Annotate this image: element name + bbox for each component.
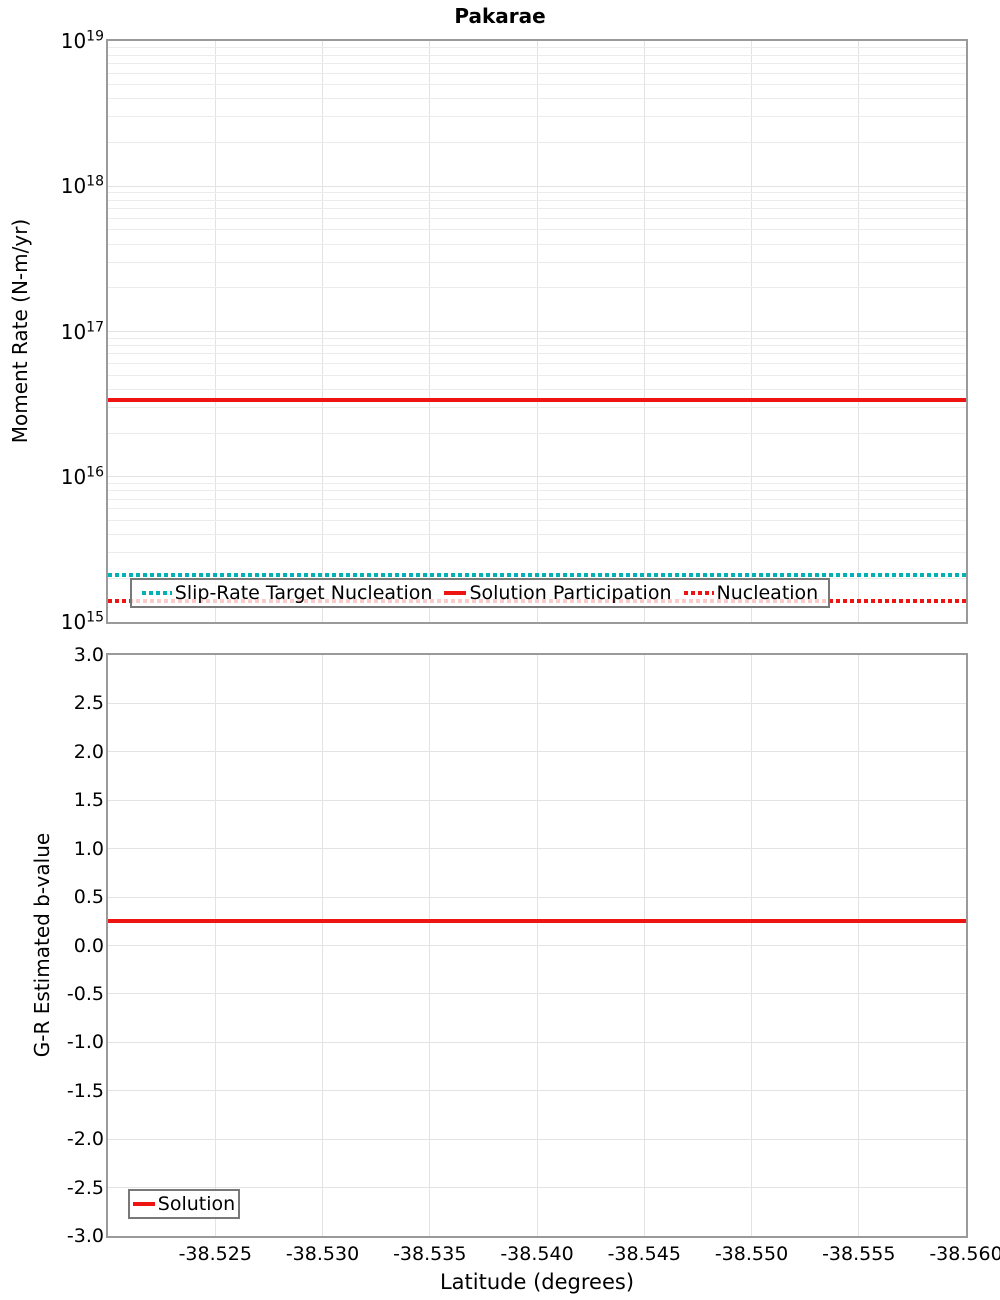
gridline-horizontal (108, 261, 966, 263)
gridline-horizontal (108, 331, 966, 332)
gridline-horizontal (108, 432, 966, 434)
legend-label: Nucleation (716, 582, 819, 604)
gridline-horizontal (108, 374, 966, 376)
gridline-horizontal (108, 552, 966, 554)
legend-item-solution-participation: Solution Participation (444, 582, 672, 604)
gridline-horizontal (108, 192, 966, 194)
gridline-horizontal (108, 508, 966, 510)
y-tick-label: 1016 (60, 464, 104, 489)
legend: Slip-Rate Target Nucleation Solution Part… (130, 578, 830, 608)
x-tick-label: -38.550 (714, 1243, 789, 1265)
x-tick-label: -38.540 (500, 1243, 574, 1265)
gridline-horizontal (108, 498, 966, 500)
y-tick-label: -3.0 (66, 1225, 104, 1247)
x-tick-label: -38.530 (285, 1243, 360, 1265)
gridline-horizontal (108, 1187, 966, 1189)
legend-item-solution: Solution (132, 1193, 236, 1215)
gridline-horizontal (108, 54, 966, 56)
gridline-horizontal (108, 345, 966, 347)
b-value-plot-area: Solution (106, 653, 968, 1238)
y-tick-label: 1019 (60, 28, 104, 53)
y-tick-label: -2.0 (66, 1128, 104, 1151)
gridline-horizontal (108, 229, 966, 231)
series-line-solution-participation (108, 397, 966, 402)
gridline-horizontal (108, 142, 966, 144)
y-tick-label: 2.5 (73, 692, 104, 715)
y-tick-label: -0.5 (66, 982, 104, 1005)
gridline-horizontal (108, 1090, 966, 1092)
y-tick-label: 3.0 (73, 644, 104, 666)
x-tick-label: -38.560 (929, 1243, 1000, 1265)
x-tick-label: -38.545 (607, 1243, 681, 1265)
gridline-horizontal (108, 199, 966, 201)
legend-label: Slip-Rate Target Nucleation (174, 582, 433, 604)
gridline-horizontal (108, 848, 966, 850)
legend: Solution (128, 1189, 240, 1219)
legend-label: Solution Participation (469, 582, 672, 604)
gridline-horizontal (108, 945, 966, 946)
gridline-horizontal (108, 47, 966, 49)
y-tick-label: 1.5 (73, 789, 104, 812)
gridline-horizontal (108, 388, 966, 390)
gridline-horizontal (108, 1041, 966, 1043)
y-tick-label: 0.0 (73, 934, 104, 957)
legend-label: Solution (157, 1193, 236, 1215)
gridline-horizontal (108, 116, 966, 118)
gridline-horizontal (108, 62, 966, 64)
gridline-horizontal (108, 896, 966, 898)
gridline-horizontal (108, 217, 966, 219)
gridline-horizontal (108, 702, 966, 704)
legend-marker-dotted-line (683, 591, 714, 595)
gridline-horizontal (108, 287, 966, 289)
x-tick-label: -38.535 (393, 1243, 467, 1265)
gridline-horizontal (108, 993, 966, 995)
gridline-horizontal (108, 84, 966, 86)
x-tick-label: -38.555 (822, 1243, 896, 1265)
y-tick-label: 0.5 (73, 886, 104, 909)
x-axis-label: Latitude (degrees) (439, 1270, 635, 1294)
x-tick-label: -38.525 (178, 1243, 252, 1265)
gridline-horizontal (108, 534, 966, 536)
moment-rate-plot-area: Slip-Rate Target Nucleation Solution Part… (106, 39, 968, 624)
gridline-horizontal (108, 799, 966, 801)
gridline-horizontal (108, 363, 966, 365)
gridline-horizontal (108, 1138, 966, 1140)
y-tick-label: 1017 (60, 318, 104, 344)
gridline-horizontal (108, 185, 966, 187)
legend-marker-solid-line (444, 591, 467, 595)
gridline-horizontal (108, 519, 966, 521)
gridline-horizontal (108, 406, 966, 408)
y-tick-label: -2.5 (66, 1176, 104, 1199)
chart-title: Pakarae (454, 4, 546, 28)
legend-item-slip-rate-target-nucleation: Slip-Rate Target Nucleation (141, 582, 433, 604)
gridline-horizontal (108, 353, 966, 355)
legend-marker-dotted-line (141, 591, 172, 595)
gridline-horizontal (108, 490, 966, 492)
gridline-horizontal (108, 243, 966, 245)
y-tick-label: -1.0 (66, 1031, 104, 1054)
gridline-horizontal (108, 476, 966, 478)
gridline-horizontal (108, 337, 966, 339)
gridline-horizontal (108, 482, 966, 484)
gridline-horizontal (108, 98, 966, 100)
legend-item-nucleation: Nucleation (683, 582, 819, 604)
y-tick-label: 1.0 (73, 837, 104, 860)
gridline-horizontal (108, 72, 966, 74)
y-tick-label: 2.0 (73, 740, 104, 763)
legend-marker-solid-line (132, 1202, 155, 1206)
y-tick-label: 1018 (60, 173, 104, 199)
gridline-horizontal (108, 208, 966, 210)
series-line-solution (108, 919, 966, 924)
y-tick-label: 1015 (60, 609, 104, 634)
gridline-horizontal (108, 751, 966, 753)
series-line-slip-rate-target-nucleation (108, 573, 966, 578)
y-tick-label: -1.5 (66, 1079, 104, 1102)
